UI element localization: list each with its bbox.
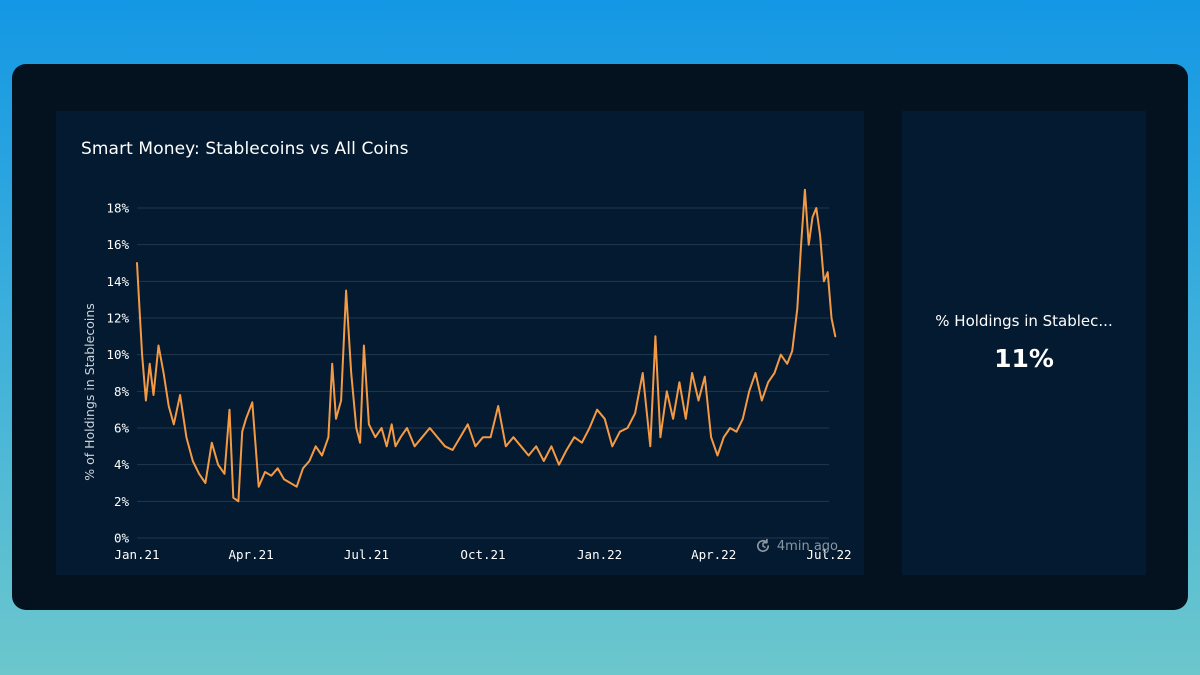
stat-value: 11% — [994, 344, 1054, 373]
y-axis-ticks: 0% 2% 4% 6% 8% 10% 12% 14% 16% 18% — [106, 201, 129, 546]
y-tick-label: 2% — [114, 494, 130, 509]
y-tick-label: 12% — [106, 311, 129, 326]
y-tick-label: 10% — [106, 347, 129, 362]
stat-label: % Holdings in Stablec... — [935, 312, 1113, 330]
x-tick-label: Apr.22 — [691, 547, 736, 562]
y-tick-label: 4% — [114, 457, 130, 472]
y-tick-label: 6% — [114, 421, 130, 436]
x-tick-label: Jan.21 — [114, 547, 159, 562]
x-tick-label: Jul.21 — [344, 547, 389, 562]
grid-lines — [137, 207, 829, 539]
x-tick-label: Jan.22 — [577, 547, 622, 562]
y-axis-label: % of Holdings in Stablecoins — [82, 303, 97, 481]
y-tick-label: 16% — [106, 237, 129, 252]
refresh-clock-icon — [756, 538, 769, 552]
stat-panel: % Holdings in Stablec... 11% — [902, 111, 1146, 575]
x-axis-ticks: Jan.21 Apr.21 Jul.21 Oct.21 Jan.22 Apr.22 Jul.… — [114, 547, 851, 562]
chart-panel: Smart Money: Stablecoins vs All Coins 0%… — [56, 111, 864, 575]
line-chart: 0% 2% 4% 6% 8% 10% 12% 14% 16% 18% Jan.21 Apr.21 Ju… — [82, 188, 852, 562]
dashboard-window: Smart Money: Stablecoins vs All Coins 0%… — [12, 64, 1188, 610]
chart-title: Smart Money: Stablecoins vs All Coins — [81, 139, 409, 159]
last-updated-text: 4min ago — [776, 538, 838, 554]
y-tick-label: 0% — [114, 531, 130, 546]
x-tick-label: Oct.21 — [460, 547, 505, 562]
series-line — [136, 188, 837, 503]
x-tick-label: Jul.22 — [806, 547, 851, 562]
y-tick-label: 14% — [106, 274, 129, 289]
y-tick-label: 18% — [106, 201, 129, 216]
y-tick-label: 8% — [114, 384, 130, 399]
x-tick-label: Apr.21 — [228, 547, 273, 562]
series-layer — [136, 188, 837, 503]
last-updated: 4min ago — [755, 538, 838, 554]
